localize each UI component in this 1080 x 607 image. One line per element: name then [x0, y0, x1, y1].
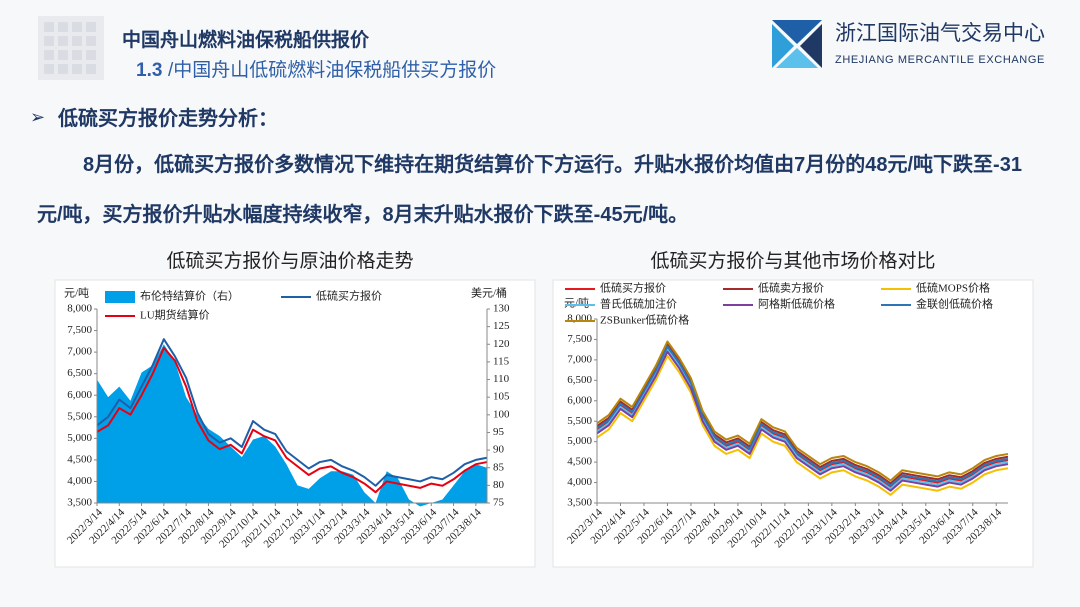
line-series [596, 354, 1009, 496]
line-series [596, 340, 1009, 482]
y-tick-label: 7,500 [67, 324, 92, 336]
legend-label: 低硫买方报价 [600, 281, 666, 295]
y-tick-label: 3,500 [567, 497, 592, 509]
y-tick-label: 7,500 [567, 333, 592, 345]
y2-tick-label: 115 [493, 355, 510, 367]
logo-icon [772, 20, 822, 68]
legend-label: 阿格斯低硫价格 [758, 297, 835, 311]
y-tick-label: 6,500 [567, 374, 592, 386]
y-tick-label: 6,500 [67, 367, 92, 379]
y-tick-label: 5,000 [567, 435, 592, 447]
line-series [596, 345, 1009, 487]
legend-label: 布伦特结算价（右） [140, 289, 239, 303]
logo-en: ZHEJIANG MERCANTILE EXCHANGE [835, 54, 1045, 66]
y-tick-label: 8,000 [567, 313, 592, 325]
y-tick-label: 5,500 [67, 410, 92, 422]
y2-tick-label: 85 [493, 461, 505, 473]
y-tick-label: 4,000 [67, 475, 92, 487]
bullet-arrow: ➢ [30, 107, 45, 127]
legend-label: 低硫买方报价 [316, 289, 382, 303]
line-series [596, 350, 1009, 492]
legend-swatch [105, 291, 135, 303]
y2-tick-label: 100 [493, 408, 510, 420]
legend-label: 金联创低硫价格 [916, 297, 993, 311]
y-tick-label: 6,000 [67, 389, 92, 401]
y2-tick-label: 120 [493, 338, 510, 350]
line-series [96, 346, 488, 494]
deco-grid-icon [38, 16, 104, 80]
section-heading: 低硫买方报价走势分析： [57, 106, 278, 130]
y-axis-unit: 元/吨 [64, 287, 89, 300]
y-tick-label: 7,000 [67, 346, 92, 358]
y-tick-label: 8,000 [67, 303, 92, 315]
y-tick-label: 5,500 [567, 415, 592, 427]
paragraph: 8月份，低硫买方报价多数情况下维持在期货结算价下方运行。升贴水报价均值由7月份的… [37, 154, 1022, 226]
legend-label: LU期货结算价 [140, 308, 210, 322]
y2-tick-label: 75 [493, 497, 505, 509]
y-tick-label: 4,500 [567, 456, 592, 468]
legend-label: 低硫MOPS价格 [916, 281, 990, 295]
logo-cn: 浙江国际油气交易中心 [835, 22, 1045, 45]
y2-axis-unit: 美元/桶 [471, 286, 507, 300]
legend-label: 普氏低硫加注价 [600, 297, 677, 311]
y2-tick-label: 90 [493, 444, 505, 456]
y-tick-label: 4,500 [67, 453, 92, 465]
header-title: 中国舟山燃料油保税船供报价 [122, 28, 370, 51]
section-title: /中国舟山低硫燃料油保税船供买方报价 [168, 59, 496, 81]
chart-title: 低硫买方报价与其他市场价格对比 [650, 250, 935, 272]
chart-panel [54, 279, 536, 568]
y2-tick-label: 105 [493, 391, 510, 403]
y-tick-label: 4,000 [567, 476, 592, 488]
y-axis-unit: 元/吨 [564, 297, 589, 310]
chart-title: 低硫买方报价与原油价格走势 [166, 250, 413, 272]
line-series [96, 338, 488, 487]
chart-panel [552, 279, 1034, 568]
y2-tick-label: 130 [493, 303, 510, 315]
y-tick-label: 7,000 [567, 353, 592, 365]
legend-label: 低硫卖方报价 [758, 281, 824, 295]
area-series [97, 344, 487, 507]
y2-tick-label: 80 [493, 479, 505, 491]
y2-tick-label: 125 [493, 320, 510, 332]
legend-label: ZSBunker低硫价格 [600, 313, 689, 327]
section-number: 1.3 [136, 60, 162, 81]
y-tick-label: 3,500 [67, 497, 92, 509]
y2-tick-label: 95 [493, 426, 505, 438]
y-tick-label: 6,000 [567, 394, 592, 406]
y-tick-label: 5,000 [67, 432, 92, 444]
y2-tick-label: 110 [493, 373, 510, 385]
